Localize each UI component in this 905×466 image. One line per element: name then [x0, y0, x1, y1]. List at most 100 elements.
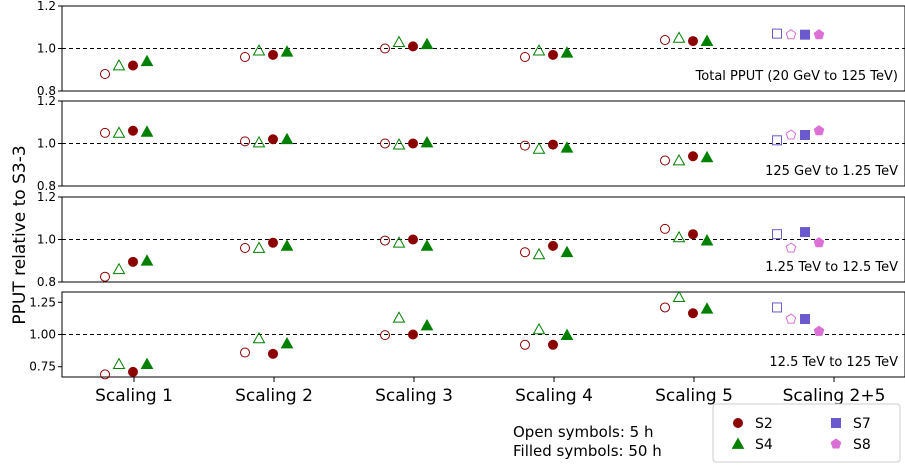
point-s8-filled	[813, 125, 825, 136]
x-tick-label: Scaling 4	[515, 386, 593, 406]
point-s4-filled	[140, 125, 154, 137]
point-s4-open	[392, 35, 406, 48]
point-s7-filled	[800, 314, 810, 325]
point-s2-filled	[128, 256, 138, 267]
point-s4-open	[112, 58, 126, 71]
point-s2-filled	[688, 151, 698, 162]
filled-symbols-note: Filled symbols: 50 h	[513, 442, 662, 460]
point-s4-open	[672, 31, 686, 43]
panel-label: 1.25 TeV to 12.5 TeV	[765, 260, 898, 275]
point-s4-open	[392, 138, 406, 150]
point-s2-open	[660, 302, 670, 313]
point-s8-filled	[813, 325, 825, 336]
point-s2-open	[240, 243, 250, 253]
point-s4-open	[532, 44, 546, 56]
data-points	[100, 28, 825, 79]
point-s2-filled	[128, 125, 138, 136]
point-s2-open	[100, 127, 110, 138]
point-s2-filled	[548, 240, 558, 251]
point-s2-open	[100, 69, 110, 79]
point-s2-filled	[408, 329, 418, 340]
data-points	[100, 223, 825, 282]
point-s2-open	[100, 271, 110, 282]
point-s7-filled	[800, 227, 810, 238]
y-tick-label: 0.75	[29, 360, 56, 374]
point-s8-open	[785, 29, 797, 40]
point-s2-open	[380, 138, 390, 149]
point-s4-filled	[420, 239, 434, 251]
point-s4-open	[252, 331, 266, 344]
x-tick-label: Scaling 1	[95, 386, 173, 406]
y-tick-label: 1.0	[37, 233, 56, 247]
panel-12.5tev-125tev: 12.5 TeV to 125 TeV 0.75 1.00 1.25	[29, 290, 905, 380]
point-s2-filled	[128, 366, 138, 377]
point-s2-filled	[548, 49, 558, 60]
point-s4-open	[112, 126, 126, 138]
point-s2-open	[660, 35, 670, 45]
legend-label: S4	[755, 437, 773, 453]
point-s4-filled	[420, 135, 434, 148]
y-tick-label: 1.0	[37, 137, 56, 151]
point-s2-open	[520, 339, 530, 350]
point-s2-filled	[128, 60, 138, 71]
legend-marker-s8	[830, 438, 842, 449]
point-s2-open	[660, 223, 670, 234]
legend-label: S8	[853, 437, 871, 453]
point-s4-filled	[420, 37, 434, 50]
point-s2-filled	[408, 41, 418, 52]
point-s2-open	[240, 347, 250, 358]
point-s4-open	[672, 290, 686, 303]
panel-label: 125 GeV to 1.25 TeV	[765, 164, 898, 179]
point-s2-filled	[268, 348, 278, 359]
point-s4-open	[532, 247, 546, 260]
point-s2-open	[100, 369, 110, 380]
point-s4-filled	[700, 234, 714, 246]
point-s4-filled	[420, 318, 434, 331]
panel-label: 12.5 TeV to 125 TeV	[769, 355, 898, 370]
point-s4-filled	[700, 34, 714, 46]
point-s4-open	[532, 322, 546, 335]
open-symbols-note: Open symbols: 5 h	[513, 423, 653, 441]
point-s4-open	[112, 262, 126, 275]
y-tick-label: 0.8	[37, 84, 56, 98]
point-s8-filled	[813, 237, 825, 248]
point-s8-open	[785, 313, 797, 324]
point-s4-open	[252, 44, 266, 56]
y-tick-label: 0.8	[37, 179, 56, 193]
point-s7-filled	[800, 29, 810, 40]
point-s2-filled	[268, 134, 278, 145]
x-tick-label: Scaling 5	[655, 386, 733, 406]
legend-frame	[712, 403, 901, 463]
legend-marker-s4	[731, 437, 745, 449]
point-s2-open	[380, 330, 390, 341]
point-s2-open	[240, 136, 250, 147]
point-s4-filled	[560, 328, 574, 341]
legend-marker-s7	[831, 418, 841, 428]
legend-marker-s2	[733, 418, 743, 428]
point-s4-filled	[140, 254, 154, 266]
point-s2-open	[520, 247, 530, 258]
point-s4-open	[392, 236, 406, 248]
point-s4-filled	[280, 45, 294, 57]
point-s7-open	[772, 28, 782, 39]
point-s4-filled	[140, 54, 154, 67]
panel-125gev-1.25tev: 125 GeV to 1.25 TeV 0.8 1.0 1.2	[37, 94, 905, 193]
point-s4-filled	[280, 336, 294, 349]
point-s4-filled	[560, 141, 574, 153]
point-s4-open	[252, 135, 266, 148]
point-s2-open	[380, 235, 390, 246]
point-s4-open	[392, 311, 406, 323]
panel-label: Total PPUT (20 GeV to 125 TeV)	[695, 69, 898, 84]
point-s2-filled	[548, 139, 558, 150]
point-s2-open	[380, 43, 390, 54]
point-s2-filled	[408, 234, 418, 245]
point-s7-open	[772, 302, 782, 313]
legend: S2 S4 S7 S8	[712, 403, 901, 463]
point-s4-open	[672, 230, 686, 243]
point-s7-open	[772, 135, 782, 146]
y-tick-label: 0.8	[37, 275, 56, 289]
point-s4-filled	[700, 302, 714, 314]
point-s2-filled	[268, 237, 278, 248]
y-tick-label: 1.2	[37, 0, 56, 13]
